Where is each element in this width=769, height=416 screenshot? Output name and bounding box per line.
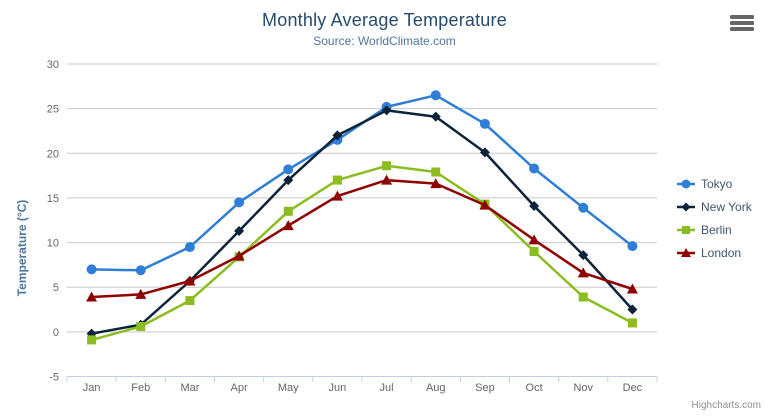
legend-label: London	[701, 246, 742, 260]
data-point-london[interactable]	[282, 220, 294, 231]
data-point-london[interactable]	[233, 250, 245, 261]
data-point-tokyo[interactable]	[578, 202, 589, 213]
data-point-new-york[interactable]	[578, 250, 589, 261]
series-line-berlin	[90, 164, 634, 342]
y-axis-label: 15	[47, 193, 59, 205]
data-point-tokyo[interactable]	[283, 164, 294, 175]
legend-item-london[interactable]: London	[676, 245, 752, 261]
x-axis-label: Jun	[329, 382, 347, 394]
y-axis-label: 20	[47, 148, 59, 160]
y-axis-label: -5	[49, 372, 59, 384]
data-point-berlin[interactable]	[87, 335, 97, 345]
data-point-london[interactable]	[135, 288, 147, 299]
data-point-tokyo[interactable]	[529, 163, 540, 174]
legend-item-berlin[interactable]: Berlin	[676, 222, 752, 238]
data-point-london[interactable]	[331, 190, 343, 201]
x-axis-label: May	[278, 382, 299, 394]
data-point-berlin[interactable]	[382, 161, 392, 171]
series-line-new-york	[90, 109, 634, 335]
export-menu-button[interactable]	[730, 15, 754, 31]
berlin-marker-icon	[677, 226, 695, 234]
series-tokyo	[86, 90, 638, 276]
legend-label: New York	[701, 200, 752, 214]
x-axis-label: Jul	[380, 382, 394, 394]
data-point-new-york[interactable]	[627, 304, 638, 315]
london-marker-icon	[677, 248, 695, 257]
data-point-berlin[interactable]	[283, 206, 293, 216]
legend: Tokyo New York Berlin London	[676, 176, 752, 261]
x-axis-label: Oct	[526, 382, 543, 394]
x-axis-label: Dec	[623, 382, 643, 394]
data-point-tokyo[interactable]	[627, 241, 638, 252]
data-point-london[interactable]	[430, 178, 442, 189]
data-point-london[interactable]	[381, 174, 393, 185]
data-point-london[interactable]	[577, 267, 589, 278]
data-point-new-york[interactable]	[283, 175, 294, 186]
x-axis-label: Jan	[83, 382, 101, 394]
x-axis-label: Nov	[573, 382, 593, 394]
x-axis-label: Feb	[131, 382, 150, 394]
new-york-marker-icon	[677, 202, 695, 212]
data-point-tokyo[interactable]	[184, 242, 195, 253]
data-point-tokyo[interactable]	[135, 265, 146, 276]
data-point-new-york[interactable]	[430, 111, 441, 122]
y-axis-label: 25	[47, 104, 59, 116]
legend-item-tokyo[interactable]: Tokyo	[676, 176, 752, 192]
data-point-berlin[interactable]	[185, 296, 195, 306]
y-axis-label: 10	[47, 238, 59, 250]
tokyo-marker-icon	[677, 179, 695, 189]
y-axis-label: 0	[53, 327, 59, 339]
data-point-new-york[interactable]	[332, 130, 343, 141]
y-axis-label: 5	[53, 282, 59, 294]
data-point-new-york[interactable]	[381, 105, 392, 116]
x-axis-label: Mar	[180, 382, 199, 394]
data-point-new-york[interactable]	[529, 200, 540, 211]
data-point-berlin[interactable]	[431, 167, 441, 177]
y-axis-label: 30	[47, 59, 59, 71]
legend-label: Berlin	[701, 223, 732, 237]
series-berlin	[87, 161, 637, 345]
credits-link[interactable]: Highcharts.com	[691, 400, 761, 411]
chart-subtitle: Source: WorldClimate.com	[313, 34, 456, 48]
series-london	[86, 174, 638, 302]
data-point-new-york[interactable]	[479, 147, 490, 158]
data-point-tokyo[interactable]	[234, 197, 245, 208]
data-point-london[interactable]	[528, 234, 540, 245]
data-point-london[interactable]	[184, 275, 196, 286]
x-axis-label: Aug	[426, 382, 446, 394]
data-point-berlin[interactable]	[136, 322, 146, 331]
series-new-york	[86, 105, 638, 339]
data-point-berlin[interactable]	[627, 318, 637, 328]
data-point-tokyo[interactable]	[479, 118, 490, 129]
data-point-berlin[interactable]	[578, 292, 588, 302]
legend-item-new-york[interactable]: New York	[676, 199, 752, 215]
chart-title: Monthly Average Temperature	[262, 10, 507, 30]
x-axis-label: Apr	[231, 382, 248, 394]
data-point-tokyo[interactable]	[430, 90, 441, 101]
data-point-tokyo[interactable]	[86, 264, 97, 275]
data-point-london[interactable]	[86, 291, 98, 302]
data-point-berlin[interactable]	[529, 247, 539, 256]
x-axis-label: Sep	[475, 382, 495, 394]
legend-label: Tokyo	[701, 177, 733, 191]
series-line-london	[90, 178, 634, 299]
y-axis-title: Temperature (°C)	[15, 199, 29, 297]
data-point-new-york[interactable]	[234, 225, 245, 236]
data-point-london[interactable]	[626, 283, 638, 294]
data-point-london[interactable]	[479, 199, 491, 210]
data-point-berlin[interactable]	[332, 175, 342, 185]
